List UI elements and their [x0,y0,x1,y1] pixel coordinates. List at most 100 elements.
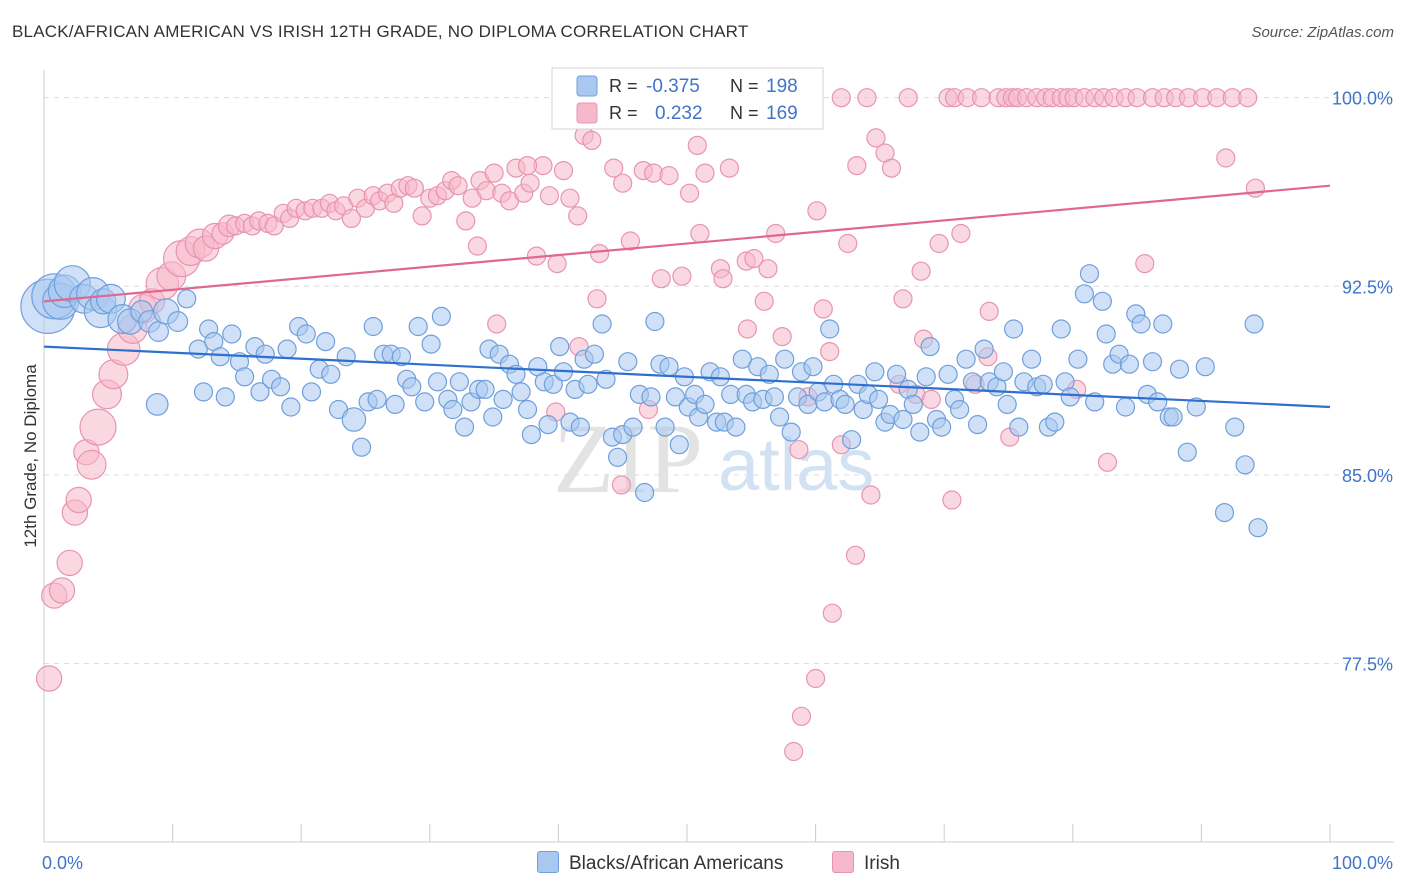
irish-point-161 [845,545,866,565]
irish-point-76 [604,158,624,178]
blacks-point-92 [618,352,638,372]
irish-point-77 [613,173,633,193]
blacks-point-148 [920,337,940,357]
blacks-point-130 [820,319,840,339]
legend-n-label-blue: N = [730,76,759,96]
blacks-point-97 [645,311,665,332]
blacks-point-177 [1092,291,1113,311]
irish-point-88 [695,163,715,183]
blacks-point-25 [222,324,242,344]
legend-label-blacks: Blacks/African Americans [569,853,784,874]
blacks-point-78 [543,374,563,394]
blacks-point-174 [1074,284,1095,304]
irish-point-150 [1245,178,1266,198]
y-tick-label-1: 85.0% [1342,466,1393,486]
blacks-point-99 [655,417,675,437]
blacks-point-67 [483,407,503,427]
blacks-point-127 [803,357,823,377]
blacks-point-33 [277,339,297,359]
irish-point-100 [789,440,809,460]
blacks-point-186 [1142,352,1163,372]
irish-point-107 [847,156,867,176]
irish-point-55 [456,211,476,231]
irish-point-91 [719,158,740,178]
blacks-point-198 [1244,314,1264,334]
blacks-point-65 [475,379,495,399]
legend-r-label-pink: R = [609,103,638,123]
irish-point-82 [651,269,671,289]
blacks-point-113 [726,417,746,437]
blacks-point-138 [865,362,885,382]
blacks-point-175 [1079,264,1100,284]
irish-point-165 [791,706,812,726]
blacks-point-123 [781,422,801,442]
blacks-point-107 [695,394,715,414]
irish-point-8 [79,408,117,446]
blacks-point-160 [993,362,1014,382]
blacks-point-30 [255,344,275,364]
irish-point-117 [929,233,949,254]
blacks-point-195 [1214,502,1235,523]
blacks-point-173 [1068,349,1088,369]
blacks-point-176 [1085,392,1105,412]
irish-point-69 [553,161,574,181]
blacks-point-72 [511,382,531,402]
blacks-point-44 [352,437,372,457]
blacks-point-157 [974,339,994,359]
blacks-point-79 [550,337,570,357]
blacks-point-162 [1003,319,1024,339]
blacks-point-161 [997,394,1017,414]
irish-point-116 [921,389,941,409]
irish-point-87 [687,135,707,155]
blacks-point-39 [316,332,336,352]
x-tick-label-1: 100.0% [1332,853,1393,873]
irish-point-152 [1135,254,1155,274]
blacks-point-24 [215,387,235,407]
y-tick-label-0: 77.5% [1342,654,1393,674]
blacks-point-42 [336,347,356,367]
irish-point-97 [766,223,786,244]
blacks-point-145 [903,394,923,414]
blacks-point-121 [769,407,790,427]
blacks-point-151 [938,364,958,384]
irish-point-70 [560,188,580,208]
blacks-point-156 [967,415,988,435]
blacks-point-58 [431,306,451,326]
irish-point-108 [857,88,877,108]
irish-point-3 [56,549,83,577]
irish-point-94 [744,249,764,269]
blacks-point-57 [427,372,448,392]
chart-source: Source: ZipAtlas.com [1251,24,1394,41]
blacks-point-167 [1033,374,1053,394]
blacks-point-143 [893,409,913,430]
blacks-point-51 [391,347,412,367]
irish-point-109 [866,128,886,148]
blacks-point-191 [1169,359,1190,379]
irish-point-102 [807,201,827,221]
correlation-legend: R = -0.375 N = 198 R = 0.232 N = 169 [551,67,824,130]
irish-point-98 [772,327,792,347]
blacks-point-114 [732,349,752,369]
x-tick-label-0: 0.0% [42,853,83,873]
blacks-point-16 [167,311,189,333]
irish-point-123 [971,88,992,108]
irish-point-67 [539,186,560,206]
blacks-point-169 [1045,412,1065,432]
blacks-point-53 [402,377,422,397]
blacks-point-37 [301,382,322,402]
blacks-point-36 [296,324,316,344]
blacks-point-27 [235,367,255,387]
irish-point-170 [690,223,710,244]
blacks-point-155 [962,372,983,392]
blacks-point-182 [1119,354,1140,374]
series-legend-blue: Blacks/African Americans [537,851,783,875]
blacks-point-119 [759,364,779,384]
irish-point-120 [951,223,971,244]
blacks-point-23 [210,347,230,367]
irish-point-54 [448,176,468,196]
blacks-point-87 [592,314,612,334]
blacks-point-40 [321,364,341,384]
blacks-point-153 [949,399,970,420]
blacks-point-100 [659,357,679,377]
